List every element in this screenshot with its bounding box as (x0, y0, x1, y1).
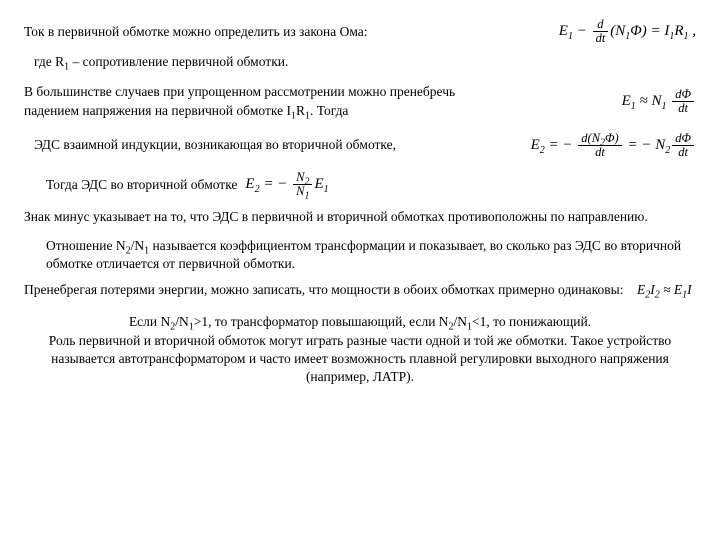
para-9: Если N2/N1>1, то трансформатор повышающи… (24, 313, 696, 386)
para-2: где R1 – сопротивление первичной обмотки… (34, 53, 696, 71)
formula-3: E1 ≈ N1 dΦdt (622, 88, 696, 115)
para-4: ЭДС взаимной индукции, возникающая во вт… (34, 132, 696, 159)
formula-8: E2I2 ≈ E1I (637, 282, 692, 297)
para-5: Тогда ЭДС во вторичной обмотке E2 = − N2… (46, 171, 696, 198)
para-8: Пренебрегая потерями энергии, можно запи… (24, 281, 696, 299)
para-4-text: ЭДС взаимной индукции, возникающая во вт… (34, 136, 521, 154)
para-10: Роль первичной и вторичной обмоток могут… (49, 333, 671, 384)
para-5-text: Тогда ЭДС во вторичной обмотке (46, 176, 237, 194)
document-page: Ток в первичной обмотке можно определить… (0, 0, 720, 404)
para-3: В большинстве случаев при упрощенном рас… (24, 83, 696, 119)
formula-5: E2 = − N2N1E1 (245, 171, 328, 198)
para-6: Знак минус указывает на то, что ЭДС в пе… (24, 208, 696, 226)
para-1: Ток в первичной обмотке можно определить… (24, 18, 696, 45)
formula-1: E1 − ddt(N1Φ) = I1R1 , (559, 18, 696, 45)
para-1-text: Ток в первичной обмотке можно определить… (24, 23, 549, 41)
formula-4: E2 = − d(N2Φ)dt = − N2dΦdt (531, 132, 696, 159)
para-3-text: В большинстве случаев при упрощенном рас… (24, 83, 612, 119)
para-7: Отношение N2/N1 называется коэффициентом… (46, 237, 696, 273)
